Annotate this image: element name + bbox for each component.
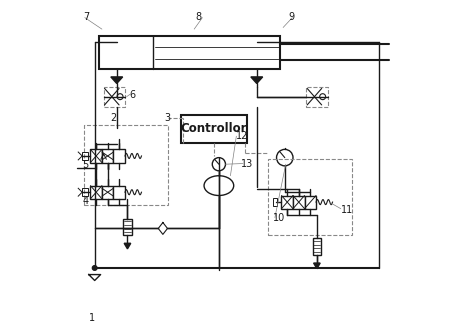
Text: 2: 2	[110, 113, 117, 123]
Text: Controllor: Controllor	[181, 122, 247, 135]
Text: 9: 9	[288, 12, 294, 22]
Bar	[104, 87, 125, 107]
Polygon shape	[124, 243, 131, 249]
Bar	[181, 115, 247, 143]
Bar	[282, 196, 293, 209]
Text: 3: 3	[164, 113, 170, 123]
Polygon shape	[251, 77, 263, 83]
Bar	[84, 125, 168, 205]
Bar	[273, 198, 277, 206]
Bar	[113, 186, 125, 199]
Bar	[306, 87, 328, 107]
Text: 5: 5	[82, 160, 89, 170]
Bar	[293, 196, 304, 209]
Text: 1: 1	[90, 313, 96, 323]
Bar	[102, 186, 113, 199]
Polygon shape	[111, 77, 123, 83]
Bar	[82, 152, 88, 160]
Text: 7: 7	[83, 12, 89, 22]
Text: 10: 10	[273, 213, 285, 222]
Bar	[102, 149, 113, 162]
Text: 11: 11	[341, 205, 353, 215]
Bar	[268, 159, 352, 235]
Bar	[82, 188, 88, 196]
Bar	[91, 149, 102, 162]
Text: 6: 6	[129, 90, 135, 100]
Circle shape	[92, 266, 97, 270]
Polygon shape	[314, 263, 320, 269]
Bar	[113, 149, 125, 162]
Bar	[99, 36, 280, 69]
Bar	[123, 218, 132, 235]
Text: 4: 4	[82, 196, 88, 206]
Bar	[91, 186, 102, 199]
Bar	[304, 196, 316, 209]
Bar	[313, 238, 321, 255]
Text: 8: 8	[196, 12, 202, 22]
Text: 13: 13	[241, 159, 254, 169]
Text: 12: 12	[237, 131, 249, 141]
